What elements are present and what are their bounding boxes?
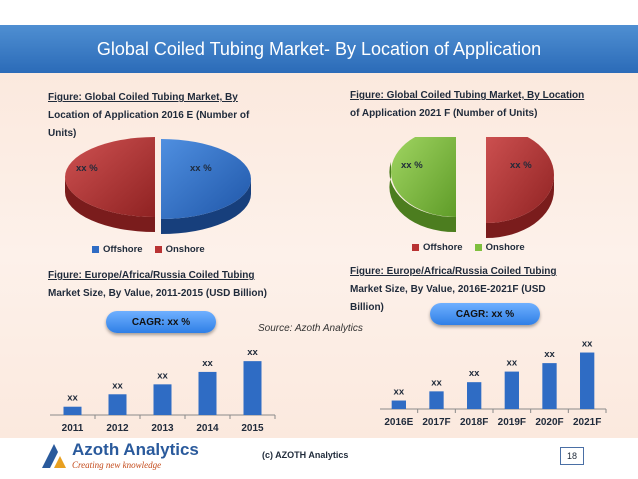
bar-right-caption-line2: Market Size, By Value, 2016E-2021F (USD [350,284,546,295]
pie-chart-left: xx % xx % [65,137,251,234]
bar-data-label: xx [202,358,213,369]
pie-right-label-offshore: xx % [510,160,532,171]
bar-2017F [429,391,444,409]
legend-swatch-onshore [474,244,482,251]
pie-right-caption: Figure: Global Coiled Tubing Market, By … [350,87,610,123]
bar-data-label: xx [507,358,518,369]
x-tick-label: 2018F [460,417,488,428]
slide-footer: Azoth Analytics Creating new knowledge (… [0,438,638,479]
x-tick-label: 2021F [573,417,601,428]
slide-content: Figure: Global Coiled Tubing Market, By … [0,73,638,438]
copyright-text: (c) AZOTH Analytics [262,450,349,460]
bar-left-caption: Figure: Europe/Africa/Russia Coiled Tubi… [48,267,286,303]
bar-data-label: xx [112,380,123,391]
bar-2018F [467,382,482,409]
pie-right-slice-offshore [486,137,554,223]
bar-2015 [243,361,262,415]
legend-swatch-onshore [154,246,162,253]
x-tick-label: 2013 [151,423,174,434]
cagr-badge-right: CAGR: xx % [430,303,540,325]
bar-2011 [63,406,82,415]
x-tick-label: 2011 [62,423,84,434]
pie-right-label-onshore: xx % [401,160,423,171]
bar-data-label: xx [582,339,593,350]
pie-left-slice-onshore [65,137,155,217]
cagr-badge-left: CAGR: xx % [106,311,216,333]
bar-data-label: xx [247,347,258,358]
x-tick-label: 2014 [196,423,219,434]
pie-left-slice-onshore-side [65,177,155,232]
logo-tagline: Creating new knowledge [72,460,162,470]
bar-left-caption-line2: Market Size, By Value, 2011-2015 (USD Bi… [48,288,267,299]
bar-2014 [198,371,217,415]
bar-2020F [542,363,557,409]
legend-label-onshore: Onshore [165,244,205,255]
pie-left-label-onshore: xx % [76,163,98,174]
bar-data-label: xx [67,393,78,404]
bar-data-label: xx [157,370,168,381]
legend-swatch-offshore [412,244,419,251]
x-tick-label: 2012 [106,423,129,434]
pie-left-label-offshore: xx % [190,163,212,174]
pie-left-caption: Figure: Global Coiled Tubing Market, By … [48,89,276,143]
bar-data-label: xx [394,387,405,398]
bar-left-caption-line1: Figure: Europe/Africa/Russia Coiled Tubi… [48,270,255,281]
bar-2012 [108,394,127,415]
bar-right-caption-line1: Figure: Europe/Africa/Russia Coiled Tubi… [350,266,557,277]
bar-2013 [153,384,172,415]
page-number: 18 [560,447,584,465]
bar-right-caption: Figure: Europe/Africa/Russia Coiled Tubi… [350,263,592,317]
pie-right-legend: Offshore Onshore [412,242,525,253]
source-note: Source: Azoth Analytics [258,323,363,334]
pie-right-slice-onshore [391,137,456,217]
slide-title: Global Coiled Tubing Market- By Location… [96,38,542,59]
bar-right-caption-line3: Billion) [350,302,384,313]
x-tick-label: 2020F [535,417,563,428]
legend-label-onshore: Onshore [485,242,525,253]
cagr-right-text: CAGR: xx % [455,308,515,320]
pie-left-caption-line3: Units) [48,128,77,139]
pie-left-caption-line2: Location of Application 2016 E (Number o… [48,110,250,121]
legend-swatch-offshore [92,246,99,253]
pie-right-caption-line1: Figure: Global Coiled Tubing Market, By … [350,90,585,101]
pie-right-slice-offshore-side [486,175,554,238]
x-tick-label: 2015 [241,423,264,434]
legend-label-offshore: Offshore [103,244,143,255]
bar-data-label: xx [469,368,480,379]
cagr-left-text: CAGR: xx % [131,316,191,328]
bar-chart-left: xx 2011 xx 2012 xx 2013 xx 2014 xx 2015 [50,347,276,434]
x-tick-label: 2016E [384,417,413,428]
pie-left-slice-offshore-side [161,179,251,234]
legend-label-offshore: Offshore [423,242,463,253]
logo-name: Azoth Analytics [72,440,199,459]
pie-right-slice-onshore-side [389,162,456,233]
bar-data-label: xx [544,349,555,360]
pie-left-legend: Offshore Onshore [92,244,205,255]
pie-right-caption-line2: of Application 2021 F (Number of Units) [350,108,538,119]
x-tick-label: 2017F [422,417,450,428]
azoth-logo-icon [42,444,66,468]
top-margin [0,0,638,25]
pie-left-caption-line1: Figure: Global Coiled Tubing Market, By [48,92,238,103]
slide-title-banner: Global Coiled Tubing Market- By Location… [0,25,638,73]
x-tick-label: 2019F [498,417,526,428]
pie-chart-right: xx % xx % [389,137,554,238]
bar-chart-right: xx 2016E xx 2017F xx 2018F xx 2019F xx 2020F xx 202… [380,339,607,428]
bar-2016E [391,400,406,409]
pie-left-slice-offshore [161,139,251,219]
bar-data-label: xx [431,377,442,388]
bar-2021F [580,352,595,409]
bar-2019F [504,371,519,409]
